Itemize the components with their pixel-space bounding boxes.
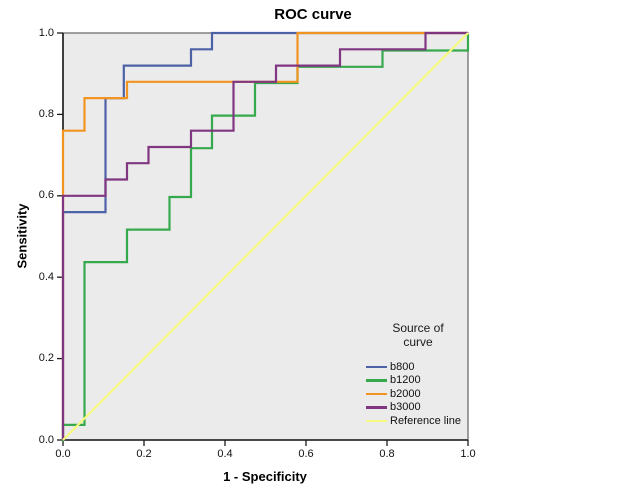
legend-swatch xyxy=(366,406,387,409)
legend-label: b2000 xyxy=(390,387,421,400)
legend: Source of curve b800 b1200 b2000 b3000 Refer… xyxy=(366,321,470,428)
y-tick-label: 1.0 xyxy=(38,26,54,39)
legend-label: Reference line xyxy=(390,414,461,427)
curve-b2000 xyxy=(61,31,468,440)
legend-swatch xyxy=(366,392,387,395)
y-tick-label: 0.2 xyxy=(38,352,54,365)
legend-item-b800: b800 xyxy=(366,360,470,374)
y-tick-label: 0.6 xyxy=(38,189,54,202)
legend-item-b3000: b3000 xyxy=(366,401,470,415)
y-tick-label: 0.8 xyxy=(38,107,54,120)
legend-item-b2000: b2000 xyxy=(366,387,470,401)
legend-item-b1200: b1200 xyxy=(366,374,470,388)
legend-swatch xyxy=(366,379,387,382)
x-tick-label: 0.6 xyxy=(298,448,314,460)
legend-label: b800 xyxy=(390,360,415,373)
curve-reference-line xyxy=(62,32,469,441)
legend-swatch xyxy=(366,419,387,422)
chart-title: ROC curve xyxy=(274,6,352,23)
x-tick-label: 0.2 xyxy=(136,448,152,460)
y-tick-label: 0.0 xyxy=(38,433,54,446)
legend-label: b3000 xyxy=(390,401,421,414)
curve-b3000 xyxy=(61,31,468,440)
x-tick-label: 0.4 xyxy=(217,448,233,460)
curve-b1200 xyxy=(61,34,470,442)
x-tick-label: 0.0 xyxy=(55,448,71,460)
x-axis-label: 1 - Specificity xyxy=(223,469,307,484)
legend-item-reference-line: Reference line xyxy=(366,414,470,428)
legend-swatch xyxy=(366,365,387,368)
x-tick-label: 0.8 xyxy=(379,448,395,460)
legend-label: b1200 xyxy=(390,374,421,387)
y-tick-label: 0.4 xyxy=(38,270,54,283)
x-tick-label: 1.0 xyxy=(460,448,476,460)
legend-items: b800 b1200 b2000 b3000 Reference line xyxy=(366,360,470,428)
curve-b800 xyxy=(61,31,468,440)
legend-title: Source of curve xyxy=(392,321,444,349)
